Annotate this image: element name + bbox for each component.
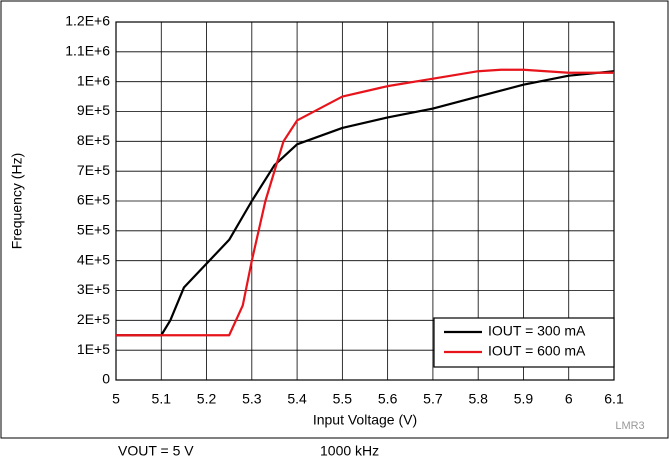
y-tick-label: 9E+5: [77, 102, 110, 118]
x-tick-label: 5.9: [514, 391, 534, 407]
y-tick-label: 1.2E+6: [65, 13, 110, 29]
x-tick-label: 6.1: [604, 391, 624, 407]
series-line: [116, 68, 614, 337]
y-tick-label: 8E+5: [77, 132, 110, 148]
y-tick-label: 1.1E+6: [65, 43, 110, 59]
y-tick-label: 1E+5: [77, 341, 110, 357]
y-tick-label: 7E+5: [77, 162, 110, 178]
x-tick-label: 5.5: [333, 391, 353, 407]
x-tick-label: 5.2: [197, 391, 217, 407]
y-tick-label: 3E+5: [77, 281, 110, 297]
y-tick-label: 0: [102, 371, 110, 387]
legend-box: [433, 317, 615, 368]
x-tick-label: 5.7: [423, 391, 443, 407]
y-tick-label: 1E+6: [77, 72, 110, 88]
annotation: LMR3: [615, 420, 644, 432]
series-line: [116, 70, 615, 337]
frame: [0, 0, 669, 439]
legend-label: IOUT = 600 mA: [488, 343, 586, 359]
y-tick-label: 4E+5: [77, 251, 110, 267]
y-tick-label: 6E+5: [77, 192, 110, 208]
x-tick-label: 6: [565, 391, 573, 407]
x-axis-label: Input Voltage (V): [313, 412, 417, 428]
x-tick-label: 5.3: [242, 391, 262, 407]
x-tick-label: 5.6: [378, 391, 398, 407]
annotation: VOUT = 5 V: [118, 443, 194, 458]
x-tick-label: 5.4: [287, 391, 307, 407]
y-axis-label: Frequency (Hz): [9, 153, 25, 249]
x-tick-label: 5.1: [152, 391, 172, 407]
annotation: 1000 kHz: [320, 443, 379, 458]
x-tick-label: 5: [112, 391, 120, 407]
legend-label: IOUT = 300 mA: [488, 323, 586, 339]
y-tick-label: 2E+5: [77, 311, 110, 327]
x-tick-label: 5.8: [468, 391, 488, 407]
plot-border: [115, 21, 615, 381]
y-tick-label: 5E+5: [77, 222, 110, 238]
